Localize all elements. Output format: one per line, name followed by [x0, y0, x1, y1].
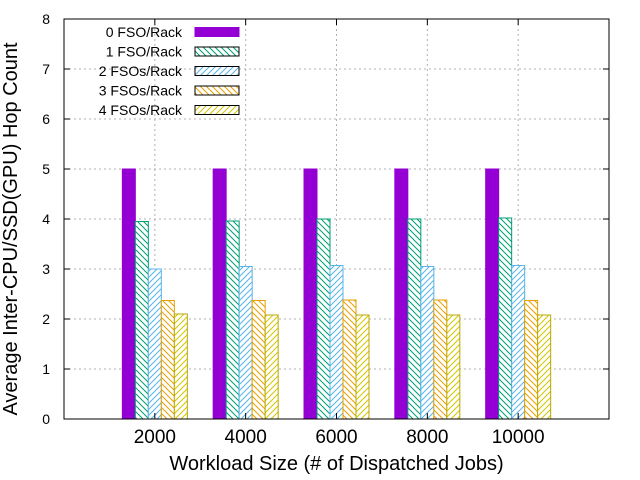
bar: [394, 168, 409, 420]
legend-label: 0 FSO/Rack: [106, 24, 183, 40]
y-tick-label: 6: [42, 111, 50, 127]
bar: [407, 218, 422, 420]
legend-label: 2 FSOs/Rack: [99, 63, 183, 79]
x-tick-label: 6000: [315, 427, 357, 448]
bar: [329, 265, 344, 420]
legend-swatch: [194, 27, 240, 37]
y-tick-label: 2: [42, 311, 50, 327]
bar: [147, 268, 162, 420]
bar: [160, 300, 175, 420]
legend-label: 4 FSOs/Rack: [99, 102, 183, 118]
bars-group: [121, 168, 552, 420]
bar: [173, 313, 188, 420]
y-tick-label: 8: [42, 11, 50, 27]
y-axis-label: Average Inter-CPU/SSD(GPU) Hop Count: [0, 42, 22, 416]
bar: [264, 314, 279, 420]
y-tick-label: 1: [42, 361, 50, 377]
bar: [537, 314, 552, 420]
bar: [446, 314, 461, 420]
legend: 0 FSO/Rack 1 FSO/Rack 2 FSOs/Rack 3 FSOs/Ra…: [99, 24, 240, 118]
legend-label: 1 FSO/Rack: [106, 44, 183, 60]
legend-swatch: [194, 66, 240, 76]
y-tick-label: 4: [42, 211, 50, 227]
bar: [485, 168, 500, 420]
bar: [524, 300, 539, 420]
x-axis-label: Workload Size (# of Dispatched Jobs): [169, 453, 503, 475]
y-axis-ticks: 0 1 2 3 4 5 6 7 8: [42, 11, 609, 427]
bar: [238, 266, 253, 420]
bar: [225, 220, 240, 420]
bar: [251, 300, 266, 420]
y-tick-label: 3: [42, 261, 50, 277]
bar: [134, 221, 149, 420]
bar: [355, 314, 370, 420]
x-tick-label: 8000: [406, 427, 448, 448]
x-tick-label: 4000: [225, 427, 267, 448]
legend-label: 3 FSOs/Rack: [99, 83, 183, 99]
bar: [303, 168, 318, 420]
y-tick-label: 0: [42, 411, 50, 427]
legend-swatch: [194, 105, 240, 115]
legend-swatch: [194, 46, 240, 57]
bar: [212, 168, 227, 420]
legend-swatch: [194, 85, 240, 96]
y-tick-label: 5: [42, 161, 50, 177]
bar: [342, 299, 357, 420]
y-tick-label: 7: [42, 61, 50, 77]
bar: [121, 168, 136, 420]
bar: [316, 218, 331, 420]
bar: [511, 265, 526, 420]
bar: [420, 266, 435, 420]
bar: [433, 299, 448, 420]
x-tick-label: 2000: [134, 427, 176, 448]
x-tick-label: 10000: [492, 427, 545, 448]
bar: [498, 217, 513, 420]
x-axis-ticks: 2000 4000 6000 8000 10000: [134, 19, 545, 448]
